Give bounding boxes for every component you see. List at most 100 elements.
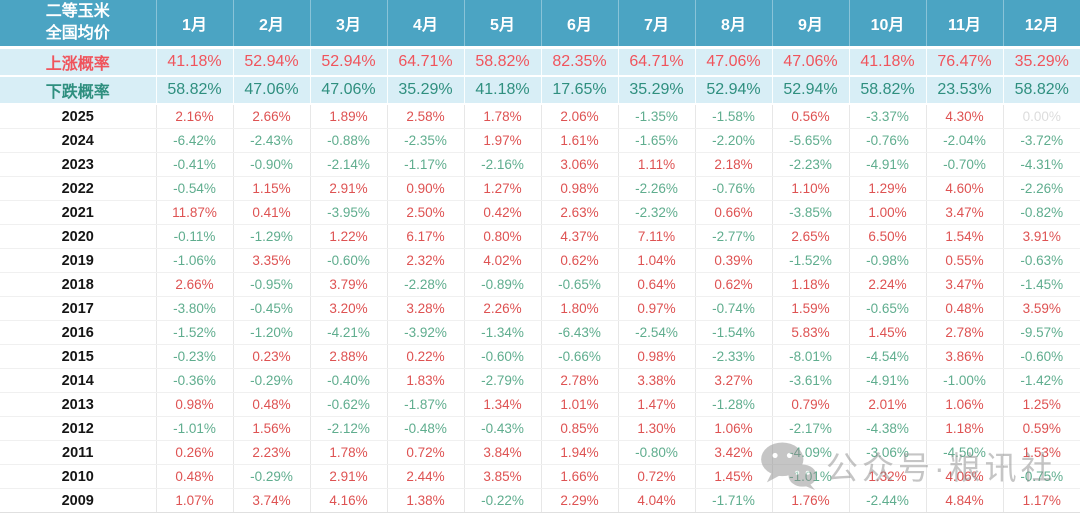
data-cell: -3.92% (386, 320, 464, 345)
data-cell: 1.47% (617, 392, 695, 417)
data-cell: -2.33% (694, 344, 772, 369)
data-cell: 2.65% (771, 224, 849, 249)
data-cell: 2.29% (540, 488, 618, 513)
data-cell: 2.01% (848, 392, 926, 417)
data-cell: -1.01% (771, 464, 849, 489)
data-cell: -5.65% (771, 128, 849, 153)
data-cell: -0.60% (463, 344, 541, 369)
data-cell: 4.06% (925, 464, 1003, 489)
data-cell: 1.78% (309, 440, 387, 465)
data-cell: -3.72% (1002, 128, 1080, 153)
probability-cell: 58.82% (463, 47, 541, 77)
fall-row-label: 下跌概率 (0, 76, 156, 105)
probability-cell: 58.82% (155, 76, 233, 105)
year-label: 2011 (0, 440, 156, 465)
data-cell: -0.54% (155, 176, 233, 201)
year-row: 2016 -1.52% -1.20% -4.21% -3.92% -1.34% -6.43%… (0, 320, 1080, 345)
data-cell: -0.11% (155, 224, 233, 249)
data-cell: 1.78% (463, 104, 541, 129)
year-label: 2020 (0, 224, 156, 249)
year-row: 2023 -0.41% -0.90% -2.14% -1.17% -2.16% 3.06% 1… (0, 152, 1080, 177)
data-cell: 0.48% (232, 392, 310, 417)
data-cell: -0.60% (1002, 344, 1080, 369)
data-cell: 2.63% (540, 200, 618, 225)
year-label: 2015 (0, 344, 156, 369)
data-cell: 3.91% (1002, 224, 1080, 249)
data-cell: -1.87% (386, 392, 464, 417)
data-cell: 0.90% (386, 176, 464, 201)
data-cell: -1.35% (617, 104, 695, 129)
data-cell: 2.58% (386, 104, 464, 129)
data-cell: -2.14% (309, 152, 387, 177)
year-row: 2013 0.98% 0.48% -0.62% -1.87% 1.34% 1.01% 1.47… (0, 392, 1080, 417)
data-cell: 1.38% (386, 488, 464, 513)
data-cell: 3.74% (232, 488, 310, 513)
data-cell: -1.17% (386, 152, 464, 177)
data-cell: -0.98% (848, 248, 926, 273)
data-cell: 4.02% (463, 248, 541, 273)
data-cell: -0.23% (155, 344, 233, 369)
data-cell: 1.15% (232, 176, 310, 201)
data-cell: -2.12% (309, 416, 387, 441)
data-cell: -0.90% (232, 152, 310, 177)
year-label: 2023 (0, 152, 156, 177)
data-cell: 3.47% (925, 200, 1003, 225)
data-cell: 1.30% (617, 416, 695, 441)
year-label: 2024 (0, 128, 156, 153)
data-cell: 4.30% (925, 104, 1003, 129)
rise-row-label: 上涨概率 (0, 47, 156, 77)
year-row: 2019 -1.06% 3.35% -0.60% 2.32% 4.02% 0.62% 1.04… (0, 248, 1080, 273)
data-cell: -4.09% (771, 440, 849, 465)
table-body: 2025 2.16% 2.66% 1.89% 2.58% 1.78% 2.06% -1.35%… (0, 104, 1080, 513)
probability-cell: 52.94% (694, 76, 772, 105)
data-cell: 1.76% (771, 488, 849, 513)
data-cell: 0.97% (617, 296, 695, 321)
data-cell: 1.89% (309, 104, 387, 129)
year-row: 2017 -3.80% -0.45% 3.20% 3.28% 2.26% 1.80% 0.97… (0, 296, 1080, 321)
data-cell: 3.47% (925, 272, 1003, 297)
data-cell: 1.11% (617, 152, 695, 177)
data-cell: 0.64% (617, 272, 695, 297)
data-cell: -0.60% (309, 248, 387, 273)
data-cell: 2.26% (463, 296, 541, 321)
data-cell: 1.97% (463, 128, 541, 153)
table-title: 二等玉米 全国均价 (0, 0, 156, 49)
data-cell: -1.28% (694, 392, 772, 417)
data-cell: 0.48% (155, 464, 233, 489)
fall-row: 下跌概率 58.82% 47.06% 47.06% 35.29% 41.18% 17.65… (0, 76, 1080, 105)
data-cell: 0.98% (540, 176, 618, 201)
data-cell: -2.77% (694, 224, 772, 249)
data-cell: -1.71% (694, 488, 772, 513)
data-cell: 3.86% (925, 344, 1003, 369)
data-cell: 1.17% (1002, 488, 1080, 513)
month-header-row: 二等玉米 全国均价 1月 2月 3月 4月 5月 6月 7月 8月 9月 10月 11月 12月 (0, 0, 1080, 49)
data-cell: -2.44% (848, 488, 926, 513)
data-cell: -0.45% (232, 296, 310, 321)
probability-cell: 35.29% (1002, 47, 1080, 77)
year-label: 2019 (0, 248, 156, 273)
data-cell: -2.23% (771, 152, 849, 177)
data-cell: -2.26% (1002, 176, 1080, 201)
month-header: 7月 (617, 0, 695, 49)
year-row: 2014 -0.36% -0.29% -0.40% 1.83% -2.79% 2.78% 3.… (0, 368, 1080, 393)
year-label: 2016 (0, 320, 156, 345)
data-cell: -0.95% (232, 272, 310, 297)
data-cell: 1.83% (386, 368, 464, 393)
data-cell: 0.79% (771, 392, 849, 417)
data-cell: 0.56% (771, 104, 849, 129)
year-row: 2010 0.48% -0.29% 2.91% 2.44% 3.85% 1.66% 0.72%… (0, 464, 1080, 489)
data-cell: -1.54% (694, 320, 772, 345)
probability-cell: 64.71% (617, 47, 695, 77)
data-cell: 1.53% (1002, 440, 1080, 465)
month-header: 6月 (540, 0, 618, 49)
data-cell: 1.61% (540, 128, 618, 153)
data-cell: 0.80% (463, 224, 541, 249)
data-cell: -0.22% (463, 488, 541, 513)
data-cell: 0.39% (694, 248, 772, 273)
probability-cell: 41.18% (155, 47, 233, 77)
table-title-line1: 二等玉米 (45, 3, 110, 21)
data-cell: 0.72% (386, 440, 464, 465)
data-cell: 4.37% (540, 224, 618, 249)
data-cell: -1.58% (694, 104, 772, 129)
